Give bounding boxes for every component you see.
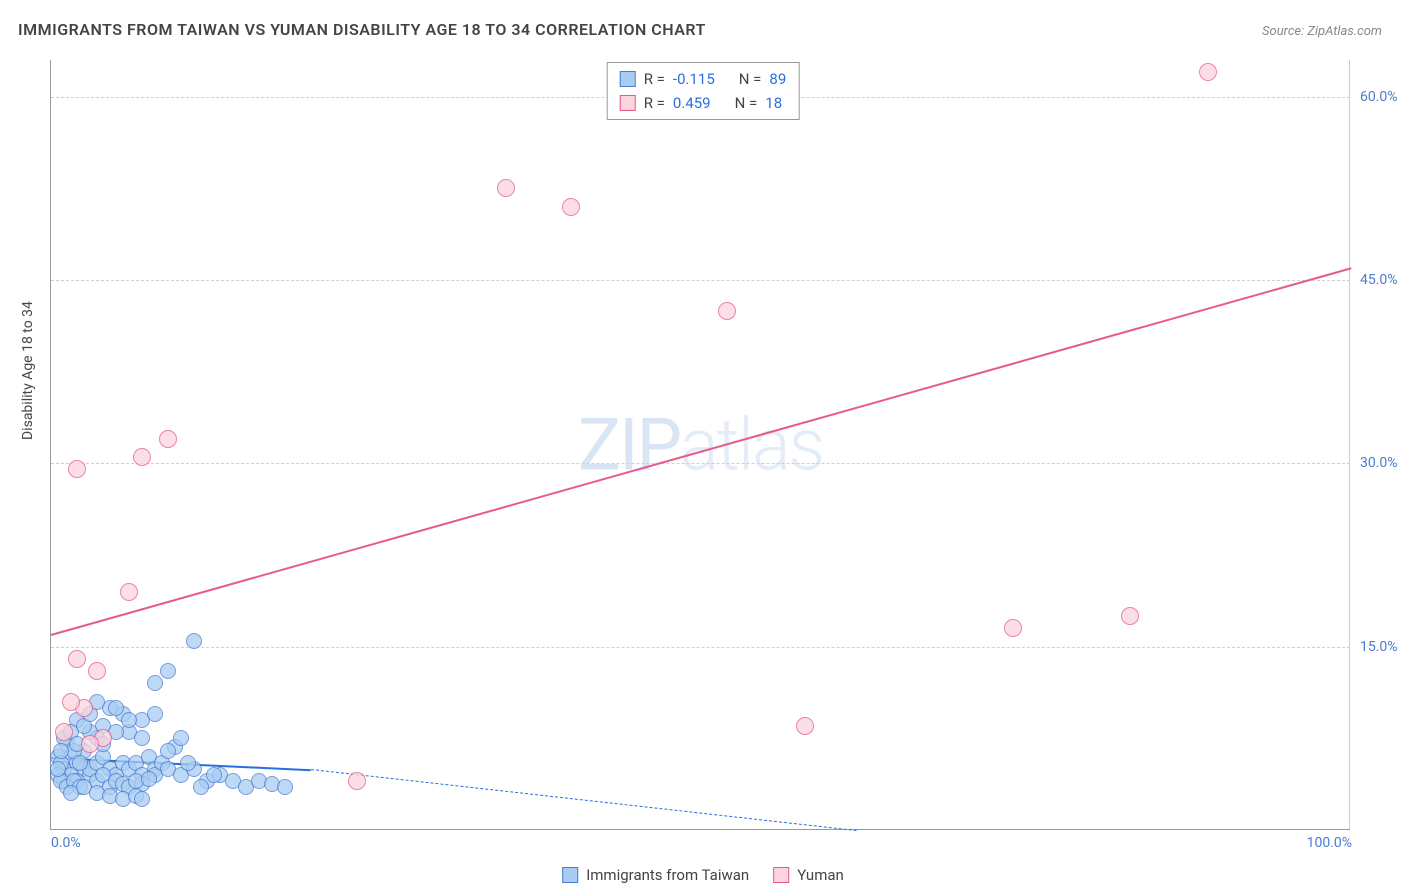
scatter-point xyxy=(68,650,86,668)
scatter-point xyxy=(88,662,106,680)
scatter-point xyxy=(180,755,196,771)
y-tick-label: 15.0% xyxy=(1360,639,1406,655)
scatter-point xyxy=(1121,607,1139,625)
scatter-point xyxy=(1199,63,1217,81)
r-value-2: 0.459 xyxy=(673,91,711,115)
bottom-legend: Immigrants from Taiwan Yuman xyxy=(562,866,844,884)
scatter-point xyxy=(796,717,814,735)
r-value-1: -0.115 xyxy=(673,67,715,91)
scatter-point xyxy=(193,779,209,795)
plot-area: ZIPatlas 15.0%30.0%45.0%60.0%0.0%100.0% xyxy=(50,60,1350,830)
scatter-point xyxy=(53,743,69,759)
n-label-2: N = xyxy=(735,91,758,115)
legend-label-2: Yuman xyxy=(797,866,844,884)
legend-item-1: Immigrants from Taiwan xyxy=(562,866,749,884)
gridline xyxy=(51,280,1350,281)
scatter-point xyxy=(173,730,189,746)
scatter-point xyxy=(68,460,86,478)
source-credit: Source: ZipAtlas.com xyxy=(1262,24,1382,39)
scatter-point xyxy=(120,583,138,601)
regression-line xyxy=(311,769,857,831)
y-tick-label: 60.0% xyxy=(1360,89,1406,105)
scatter-point xyxy=(50,761,66,777)
scatter-point xyxy=(133,448,151,466)
scatter-point xyxy=(134,730,150,746)
scatter-point xyxy=(1004,619,1022,637)
legend-swatch-2 xyxy=(773,867,789,883)
scatter-point xyxy=(160,663,176,679)
scatter-point xyxy=(121,712,137,728)
chart-title: IMMIGRANTS FROM TAIWAN VS YUMAN DISABILI… xyxy=(18,20,706,39)
watermark-thin: atlas xyxy=(680,402,823,487)
legend-label-1: Immigrants from Taiwan xyxy=(586,866,749,884)
scatter-point xyxy=(108,700,124,716)
r-label-1: R = xyxy=(644,67,665,91)
watermark-bold: ZIP xyxy=(578,402,680,487)
stats-legend-box: R = -0.115 N = 89 R = 0.459 N = 18 xyxy=(607,62,800,120)
y-tick-label: 30.0% xyxy=(1360,455,1406,471)
scatter-point xyxy=(147,706,163,722)
legend-item-2: Yuman xyxy=(773,866,844,884)
scatter-point xyxy=(81,735,99,753)
scatter-point xyxy=(147,675,163,691)
scatter-point xyxy=(55,723,73,741)
scatter-point xyxy=(159,430,177,448)
n-label-1: N = xyxy=(739,67,762,91)
scatter-point xyxy=(160,743,176,759)
n-value-1: 89 xyxy=(769,67,786,91)
swatch-series-1 xyxy=(620,71,636,87)
scatter-point xyxy=(62,693,80,711)
scatter-point xyxy=(206,767,222,783)
scatter-point xyxy=(562,198,580,216)
scatter-point xyxy=(277,779,293,795)
legend-swatch-1 xyxy=(562,867,578,883)
scatter-point xyxy=(718,302,736,320)
scatter-point xyxy=(134,791,150,807)
stats-row-1: R = -0.115 N = 89 xyxy=(620,67,787,91)
y-tick-label: 45.0% xyxy=(1360,272,1406,288)
swatch-series-2 xyxy=(620,95,636,111)
scatter-point xyxy=(497,179,515,197)
x-tick-label-max: 100.0% xyxy=(1307,835,1352,851)
x-tick-label-min: 0.0% xyxy=(51,835,81,851)
scatter-point xyxy=(186,633,202,649)
y-axis-label: Disability Age 18 to 34 xyxy=(20,301,36,440)
scatter-point xyxy=(72,755,88,771)
scatter-point xyxy=(348,772,366,790)
right-axis-line xyxy=(1349,60,1350,829)
stats-row-2: R = 0.459 N = 18 xyxy=(620,91,787,115)
gridline xyxy=(51,463,1350,464)
gridline xyxy=(51,647,1350,648)
scatter-point xyxy=(141,771,157,787)
r-label-2: R = xyxy=(644,91,665,115)
n-value-2: 18 xyxy=(765,91,782,115)
regression-line xyxy=(51,268,1352,637)
